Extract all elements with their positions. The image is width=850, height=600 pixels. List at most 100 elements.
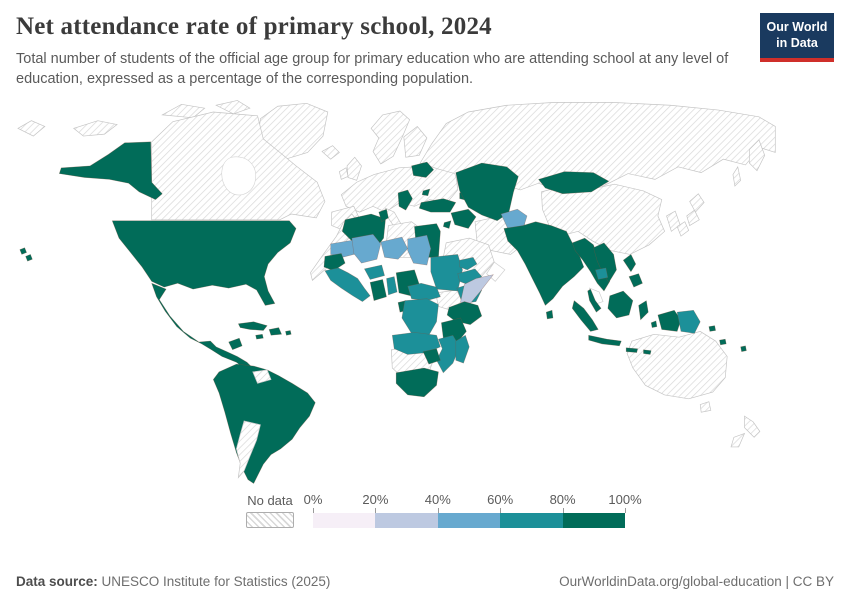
country-java[interactable] <box>588 334 622 347</box>
country-sumatra[interactable] <box>571 300 599 332</box>
page-title: Net attendance rate of primary school, 2… <box>16 13 492 40</box>
owid-logo[interactable]: Our World in Data <box>760 13 834 62</box>
legend-no-data-swatch[interactable] <box>246 511 294 528</box>
country-afghanistan[interactable] <box>500 208 528 229</box>
country-hispaniola[interactable] <box>268 327 282 336</box>
legend-tick-label: 0% <box>303 491 323 507</box>
country-moldova[interactable] <box>421 188 431 196</box>
legend-tick-label: 60% <box>487 491 514 507</box>
legend-segment[interactable] <box>437 512 501 528</box>
legend-segment[interactable] <box>375 512 438 528</box>
country-mexico-central-america[interactable] <box>151 282 254 372</box>
choropleth-svg <box>17 100 776 484</box>
legend-tickmark <box>562 507 564 513</box>
country-puerto-rico[interactable] <box>285 330 292 336</box>
header-text: Net attendance rate of primary school, 2… <box>16 13 758 90</box>
country-papua-new-guinea[interactable] <box>676 309 701 334</box>
country-moluccas[interactable] <box>650 320 658 328</box>
legend-bar-block: 0% 20% 40% 60% 80% 100% <box>304 491 642 528</box>
footer-link[interactable]: OurWorldinData.org/global-education | CC… <box>559 574 834 589</box>
country-australia[interactable] <box>626 330 728 413</box>
legend-tick-label: 80% <box>549 491 576 507</box>
country-sulawesi[interactable] <box>638 300 649 321</box>
country-ghana[interactable] <box>369 279 387 301</box>
logo-line2: in Data <box>776 35 818 50</box>
legend-tickmark <box>437 507 439 513</box>
country-usa[interactable] <box>111 220 297 306</box>
country-zimbabwe[interactable] <box>422 348 441 365</box>
legend-tick-label: 100% <box>608 491 642 507</box>
world-map <box>16 92 834 490</box>
footer: Data source: UNESCO Institute for Statis… <box>0 563 850 600</box>
country-south-america[interactable] <box>212 363 316 484</box>
legend-tickmark <box>625 507 626 513</box>
country-niger[interactable] <box>380 236 408 260</box>
country-togo-benin[interactable] <box>386 276 398 296</box>
legend-tick-label: 20% <box>362 491 389 507</box>
country-tanzania[interactable] <box>441 317 467 343</box>
country-jamaica[interactable] <box>255 333 264 340</box>
legend-segment[interactable] <box>500 512 563 528</box>
legend-bar <box>313 512 625 528</box>
country-philippines[interactable] <box>622 253 643 288</box>
country-argentina[interactable] <box>236 420 261 479</box>
header: Net attendance rate of primary school, 2… <box>16 13 834 90</box>
country-chad[interactable] <box>407 234 432 266</box>
country-alaska[interactable] <box>58 141 163 200</box>
country-ireland[interactable] <box>338 167 349 180</box>
logo-line1: Our World <box>766 19 828 34</box>
country-malawi-mozambique[interactable] <box>436 334 460 374</box>
country-mali[interactable] <box>351 233 382 264</box>
country-sudan[interactable] <box>430 254 463 292</box>
country-mongolia[interactable] <box>538 171 610 194</box>
legend-tickmark <box>313 507 314 513</box>
country-balkans[interactable] <box>397 189 413 211</box>
country-turkey[interactable] <box>418 198 457 213</box>
data-source: Data source: UNESCO Institute for Statis… <box>16 574 330 589</box>
country-burkina-faso[interactable] <box>363 264 385 280</box>
legend-segment[interactable] <box>562 512 625 528</box>
legend-tick-label: 40% <box>424 491 451 507</box>
country-lesser-sunda[interactable] <box>625 347 652 355</box>
country-russia[interactable] <box>419 101 776 191</box>
country-guinea-coast[interactable] <box>324 267 371 302</box>
legend-tickmarks <box>313 507 626 513</box>
legend-tick-labels: 0% 20% 40% 60% 80% 100% <box>304 491 642 508</box>
country-yucatan[interactable] <box>228 337 243 350</box>
map-legend: No data 0% 20% 40% 60% 80% 100% <box>246 492 834 528</box>
country-mauritania[interactable] <box>330 239 358 258</box>
country-vietnam-laos[interactable] <box>593 242 617 283</box>
country-sri-lanka[interactable] <box>545 309 554 320</box>
country-united-kingdom[interactable] <box>346 156 362 181</box>
country-tunisia[interactable] <box>378 208 389 223</box>
country-belarus[interactable] <box>411 161 435 178</box>
country-cameroon-car[interactable] <box>407 282 441 301</box>
country-arctic-islands[interactable] <box>17 100 251 137</box>
country-hawaii[interactable] <box>19 247 33 262</box>
data-source-text: UNESCO Institute for Statistics (2025) <box>97 574 331 589</box>
country-cuba[interactable] <box>237 321 268 331</box>
country-cambodia[interactable] <box>594 267 609 280</box>
country-japan[interactable] <box>676 193 705 237</box>
country-south-africa[interactable] <box>395 367 439 398</box>
country-uganda-kenya[interactable] <box>446 301 483 325</box>
country-senegal[interactable] <box>323 253 346 271</box>
country-pakistan-india[interactable] <box>503 221 585 306</box>
country-iceland[interactable] <box>321 145 340 160</box>
country-iraq[interactable] <box>450 208 477 229</box>
country-thai-peninsula[interactable] <box>587 288 602 313</box>
country-new-zealand[interactable] <box>730 415 761 448</box>
country-scandinavia[interactable] <box>370 110 411 165</box>
country-drc[interactable] <box>401 298 439 336</box>
country-eritrea[interactable] <box>459 256 478 271</box>
country-finland[interactable] <box>403 125 428 158</box>
country-west-new-guinea[interactable] <box>657 309 682 332</box>
country-borneo[interactable] <box>607 290 634 319</box>
country-guyanas[interactable] <box>252 369 272 384</box>
country-madagascar[interactable] <box>455 334 470 364</box>
country-jordan[interactable] <box>442 220 452 229</box>
legend-segment[interactable] <box>313 512 376 528</box>
legend-no-data: No data <box>246 493 294 528</box>
country-solomon-fiji[interactable] <box>708 325 747 352</box>
legend-tickmark <box>375 507 377 513</box>
